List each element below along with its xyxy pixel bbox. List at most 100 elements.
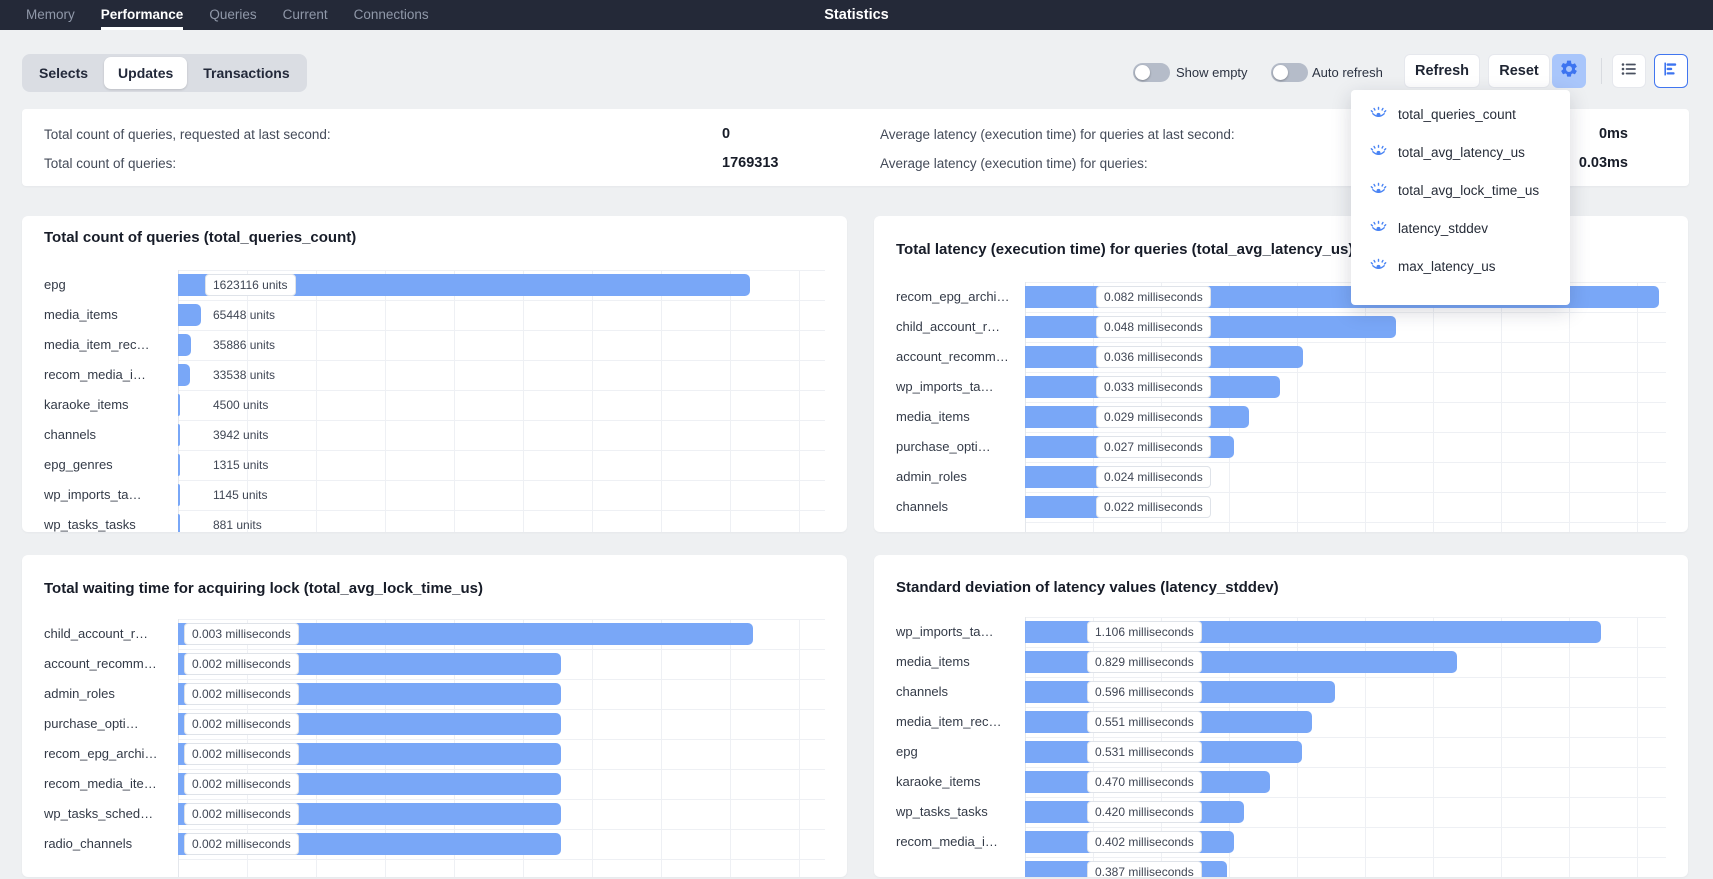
nav-item-current[interactable]: Current — [283, 0, 328, 30]
auto-refresh-toggle[interactable] — [1271, 63, 1308, 82]
chart-bar — [178, 304, 201, 326]
chart-bar-value: 0.003 milliseconds — [184, 623, 299, 645]
stat-value: 0 — [722, 126, 730, 143]
chart-row-label: media_items — [896, 409, 970, 425]
page-title: Statistics — [824, 0, 888, 30]
eye-icon — [1370, 106, 1387, 123]
dropdown-item-label: max_latency_us — [1398, 259, 1496, 274]
chart-row-label: channels — [896, 684, 948, 700]
eye-icon — [1370, 144, 1387, 161]
chart-bar-value: 0.531 milliseconds — [1087, 741, 1202, 763]
chart-row-label: wp_imports_ta… — [44, 487, 142, 503]
chart-bar-value: 4500 units — [213, 397, 268, 413]
nav-item-connections[interactable]: Connections — [354, 0, 429, 30]
dropdown-item-label: latency_stddev — [1398, 221, 1488, 236]
chart-bar-value: 0.036 milliseconds — [1096, 346, 1211, 368]
statistics-page: Memory Performance Queries Current Conne… — [0, 0, 1713, 879]
tab-transactions[interactable]: Transactions — [189, 57, 303, 89]
dropdown-item-total-avg-latency-us[interactable]: total_avg_latency_us — [1351, 133, 1570, 171]
nav-item-memory[interactable]: Memory — [26, 0, 75, 30]
chart-row-label: radio_channels — [44, 836, 132, 852]
chart-row-label: purchase_opti… — [44, 716, 139, 732]
chart-bar-value: 1.106 milliseconds — [1087, 621, 1202, 643]
reset-button[interactable]: Reset — [1488, 54, 1550, 88]
dropdown-item-latency-stddev[interactable]: latency_stddev — [1351, 209, 1570, 247]
chart-bar-value: 65448 units — [213, 307, 275, 323]
dropdown-item-total-avg-lock-time-us[interactable]: total_avg_lock_time_us — [1351, 171, 1570, 209]
dropdown-item-total-queries-count[interactable]: total_queries_count — [1351, 95, 1570, 133]
chart-row-label: media_items — [44, 307, 118, 323]
stat-label: Total count of queries, requested at las… — [44, 126, 331, 143]
chart-bar-value: 33538 units — [213, 367, 275, 383]
chart-row-label: recom_media_i… — [44, 367, 146, 383]
show-empty-toggle[interactable] — [1133, 63, 1170, 82]
chart-view-icon — [1662, 60, 1680, 83]
chart-row-label: wp_tasks_sched… — [44, 806, 153, 822]
chart-bar — [178, 394, 180, 416]
nav-item-queries[interactable]: Queries — [209, 0, 256, 30]
chart-bar — [178, 454, 180, 476]
chart-row-label: account_recomm… — [896, 349, 1009, 365]
tab-selects[interactable]: Selects — [25, 57, 102, 89]
settings-button[interactable] — [1552, 54, 1586, 88]
chart-bar-value: 1145 units — [213, 487, 268, 503]
chart-row-label: admin_roles — [44, 686, 115, 702]
chart-row-label: recom_epg_archi… — [896, 289, 1009, 305]
tab-updates[interactable]: Updates — [104, 57, 187, 89]
chart-body: epg1623116 unitsmedia_items65448 unitsme… — [22, 216, 847, 532]
chart-bar-value: 0.829 milliseconds — [1087, 651, 1202, 673]
refresh-button[interactable]: Refresh — [1404, 54, 1480, 88]
dropdown-item-label: total_queries_count — [1398, 107, 1516, 122]
chart-row-label: karaoke_items — [896, 774, 981, 790]
chart-bar-value: 0.387 milliseconds — [1087, 861, 1202, 877]
chart-panel-total-queries-count: Total count of queries (total_queries_co… — [22, 216, 847, 532]
chart-bar — [178, 364, 190, 386]
chart-body: wp_imports_ta…1.106 millisecondsmedia_it… — [874, 555, 1688, 877]
dropdown-item-max-latency-us[interactable]: max_latency_us — [1351, 247, 1570, 285]
chart-row-label: epg_genres — [44, 457, 113, 473]
chart-row-label: wp_tasks_tasks — [896, 804, 988, 820]
stat-value: 0.03ms — [1579, 155, 1628, 172]
chart-view-button[interactable] — [1654, 54, 1688, 88]
chart-row-label: channels — [44, 427, 96, 443]
chart-row-label: account_recomm… — [44, 656, 157, 672]
chart-bar-value: 0.002 milliseconds — [184, 803, 299, 825]
stat-value: 0ms — [1599, 126, 1628, 143]
chart-bar-value: 0.082 milliseconds — [1096, 286, 1211, 308]
chart-row-label: karaoke_items — [44, 397, 129, 413]
chart-bar-value: 0.027 milliseconds — [1096, 436, 1211, 458]
chart-bar-value: 1623116 units — [205, 274, 296, 296]
chart-row-label: media_items — [896, 654, 970, 670]
chart-bar-value: 0.002 milliseconds — [184, 773, 299, 795]
chart-row-label: media_item_rec… — [44, 337, 150, 353]
chart-row-label: epg — [896, 744, 918, 760]
chart-row-label: child_account_r… — [44, 626, 148, 642]
nav-item-performance[interactable]: Performance — [101, 0, 184, 30]
dropdown-item-label: total_avg_latency_us — [1398, 145, 1525, 160]
query-type-tabs: Selects Updates Transactions — [22, 54, 307, 92]
chart-row-label: recom_epg_archi… — [44, 746, 157, 762]
chart-panel-latency-stddev: Standard deviation of latency values (la… — [874, 555, 1688, 877]
chart-bar — [178, 334, 191, 356]
chart-bar-value: 0.033 milliseconds — [1096, 376, 1211, 398]
toggle-knob — [1135, 65, 1150, 80]
chart-row-label: recom_media_ite… — [44, 776, 157, 792]
chart-bar-value: 0.420 milliseconds — [1087, 801, 1202, 823]
chart-bar-value: 1315 units — [213, 457, 268, 473]
chart-bar — [178, 484, 180, 506]
chart-bar-value: 0.551 milliseconds — [1087, 711, 1202, 733]
stat-value: 1769313 — [722, 155, 778, 172]
list-view-button[interactable] — [1612, 54, 1646, 88]
chart-panel-total-avg-lock-time: Total waiting time for acquiring lock (t… — [22, 555, 847, 877]
auto-refresh-label: Auto refresh — [1312, 65, 1383, 80]
chart-bar-value: 0.470 milliseconds — [1087, 771, 1202, 793]
chart-bar — [178, 514, 180, 532]
toggle-knob — [1273, 65, 1288, 80]
chart-bar-value: 0.002 milliseconds — [184, 683, 299, 705]
stat-label: Average latency (execution time) for que… — [880, 126, 1235, 143]
chart-bar — [178, 424, 180, 446]
chart-bar-value: 0.002 milliseconds — [184, 653, 299, 675]
chart-row-label: media_item_rec… — [896, 714, 1002, 730]
eye-icon — [1370, 258, 1387, 275]
metrics-dropdown: total_queries_count total_avg_latency_us… — [1351, 90, 1570, 305]
